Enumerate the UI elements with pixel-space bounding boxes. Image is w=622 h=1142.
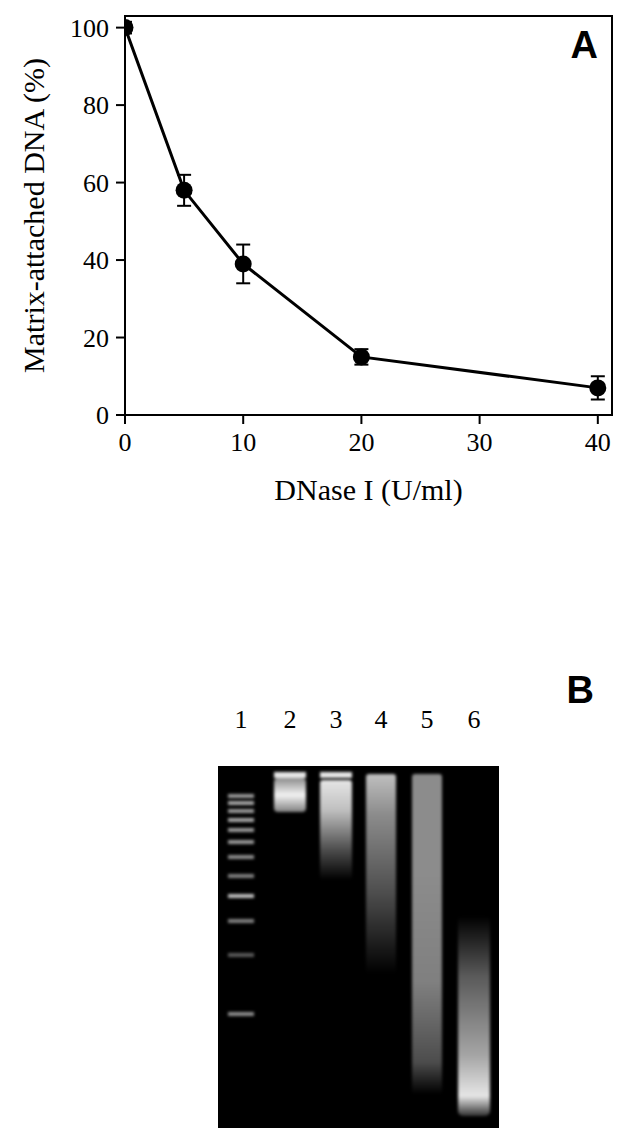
y-tick-label: 20 bbox=[83, 324, 109, 353]
error-cap bbox=[177, 205, 191, 207]
error-cap bbox=[591, 399, 605, 401]
panel-label: B bbox=[567, 669, 594, 711]
data-line bbox=[125, 28, 598, 388]
lane-label: 3 bbox=[330, 705, 343, 734]
lane-label: 1 bbox=[235, 705, 248, 734]
data-point bbox=[176, 182, 193, 199]
data-point bbox=[125, 19, 134, 36]
ladder-band bbox=[228, 794, 254, 798]
x-tick-label: 40 bbox=[585, 428, 611, 457]
x-tick bbox=[242, 415, 244, 424]
x-tick-label: 20 bbox=[348, 428, 374, 457]
smear bbox=[366, 774, 396, 974]
x-axis-label: DNase I (U/ml) bbox=[274, 473, 462, 507]
ladder-band bbox=[228, 1012, 254, 1016]
y-tick-label: 80 bbox=[83, 91, 109, 120]
ladder-band bbox=[228, 818, 254, 822]
error-cap bbox=[591, 375, 605, 377]
y-tick-label: 40 bbox=[83, 246, 109, 275]
hmw-band bbox=[274, 778, 306, 812]
ladder-band bbox=[228, 919, 254, 923]
lane-label: 6 bbox=[468, 705, 481, 734]
error-cap bbox=[236, 282, 250, 284]
data-point bbox=[235, 255, 252, 272]
data-point bbox=[353, 348, 370, 365]
lane-label: 4 bbox=[375, 705, 388, 734]
smear bbox=[320, 780, 352, 880]
well bbox=[320, 772, 352, 778]
x-tick bbox=[360, 415, 362, 424]
ladder-band bbox=[228, 801, 254, 805]
plot-frame bbox=[125, 16, 612, 415]
lane-label: 2 bbox=[284, 705, 297, 734]
well bbox=[274, 772, 306, 778]
ladder-band bbox=[228, 809, 254, 813]
y-tick-label: 100 bbox=[70, 14, 109, 43]
smear bbox=[458, 916, 490, 1116]
y-tick-label: 0 bbox=[96, 401, 109, 430]
y-tick bbox=[116, 414, 125, 416]
smear bbox=[412, 774, 442, 1094]
y-tick-label: 60 bbox=[83, 169, 109, 198]
x-tick bbox=[479, 415, 481, 424]
y-tick bbox=[116, 27, 125, 29]
x-tick-label: 10 bbox=[230, 428, 256, 457]
x-tick-label: 0 bbox=[119, 428, 132, 457]
y-tick bbox=[116, 104, 125, 106]
data-point bbox=[589, 379, 606, 396]
error-cap bbox=[177, 174, 191, 176]
y-tick bbox=[116, 182, 125, 184]
panel-label: A bbox=[571, 24, 598, 66]
y-tick bbox=[116, 337, 125, 339]
ladder-band bbox=[228, 953, 254, 957]
x-tick bbox=[124, 415, 126, 424]
ladder-band bbox=[228, 840, 254, 844]
ladder-band bbox=[228, 855, 254, 859]
y-tick bbox=[116, 259, 125, 261]
x-tick bbox=[597, 415, 599, 424]
ladder-band bbox=[228, 828, 254, 832]
gel-background bbox=[218, 766, 499, 1128]
y-axis-label: Matrix-attached DNA (%) bbox=[17, 58, 51, 373]
x-tick-label: 30 bbox=[467, 428, 493, 457]
plot-marks bbox=[125, 19, 606, 399]
error-cap bbox=[236, 244, 250, 246]
gel-lanes bbox=[228, 772, 490, 1116]
figure: 0 20 40 60 80 100 0 10 20 30 40 DNase I (U/ml) Matri… bbox=[0, 0, 622, 1142]
lane-label: 5 bbox=[421, 705, 434, 734]
ladder-band bbox=[228, 894, 254, 898]
ladder-band bbox=[228, 874, 254, 878]
